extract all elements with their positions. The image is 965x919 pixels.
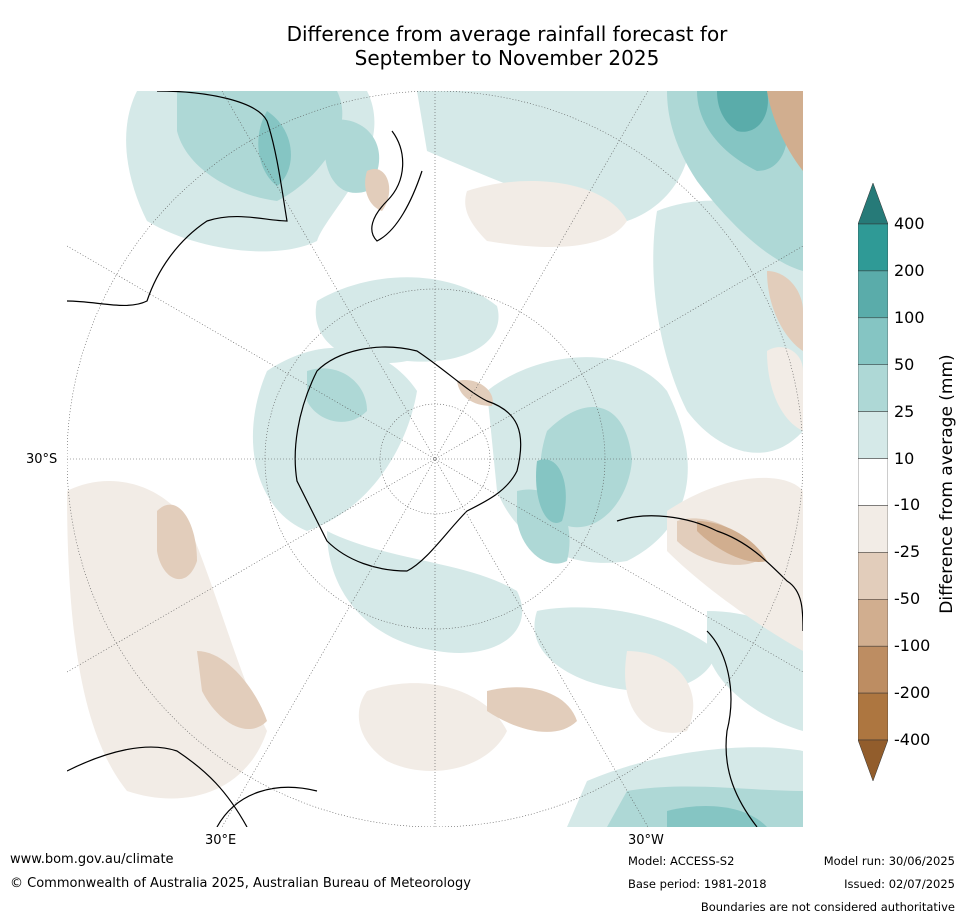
colorbar-svg (857, 182, 889, 782)
colorbar-segment (857, 364, 889, 412)
rainfall-map (67, 91, 803, 827)
colorbar-segment (857, 692, 889, 741)
coastlines (67, 91, 803, 827)
colorbar-tick-label: -200 (894, 683, 931, 703)
anomaly-neg50-neg100 (697, 91, 803, 562)
colorbar-segment (857, 599, 889, 647)
graticule (67, 91, 803, 827)
antarctica-coastline (294, 346, 522, 572)
colorbar-tick-label: 100 (894, 307, 925, 327)
colorbar-tick-label: 25 (894, 401, 915, 421)
colorbar-segment (857, 645, 889, 694)
colorbar-segment (857, 270, 889, 319)
colorbar-segment (857, 552, 889, 600)
colorbar-tick-label: 200 (894, 260, 925, 280)
latitude-label: 30°S (26, 452, 58, 467)
colorbar-segment (857, 458, 889, 506)
colorbar-extend-max (857, 182, 889, 225)
colorbar-tick-label: 50 (894, 354, 915, 374)
colorbar-tick-label: -10 (894, 495, 921, 515)
new-zealand-coastline (371, 130, 423, 242)
africa-coastline (67, 746, 318, 827)
longitude-label-east: 30°E (205, 833, 237, 848)
colorbar (857, 182, 889, 782)
south-america-coastline (616, 515, 803, 827)
colorbar-segment (857, 317, 889, 365)
australia-coastline (67, 91, 288, 307)
colorbar-segment (857, 505, 889, 553)
colorbar-tick-label: 10 (894, 448, 915, 468)
website-link[interactable]: www.bom.gov.au/climate (10, 852, 174, 867)
colorbar-extend-min (857, 739, 889, 782)
map-canvas (67, 91, 803, 827)
copyright: © Commonwealth of Australia 2025, Austra… (10, 876, 471, 891)
model-run: Model run: 30/06/2025 (823, 854, 955, 868)
colorbar-segment (857, 223, 889, 272)
title-line-1: Difference from average rainfall forecas… (286, 22, 728, 46)
colorbar-title: Difference from average (mm) (937, 354, 957, 614)
colorbar-tick-label: 400 (894, 214, 925, 233)
colorbar-tick-label: -400 (894, 730, 931, 749)
base-period: Base period: 1981-2018 (628, 877, 767, 891)
title-line-2: September to November 2025 (354, 46, 660, 70)
colorbar-tick-label: -50 (894, 589, 921, 609)
issued-date: Issued: 02/07/2025 (844, 877, 955, 891)
model-name: Model: ACCESS-S2 (628, 854, 735, 868)
chart-title: Difference from average rainfall forecas… (67, 22, 947, 70)
colorbar-tick-label: -25 (894, 542, 921, 562)
boundaries-disclaimer: Boundaries are not considered authoritat… (700, 900, 955, 914)
anomaly-100-200 (717, 91, 768, 132)
colorbar-segment (857, 411, 889, 459)
longitude-label-west: 30°W (628, 833, 664, 848)
colorbar-tick-label: -100 (894, 636, 931, 656)
